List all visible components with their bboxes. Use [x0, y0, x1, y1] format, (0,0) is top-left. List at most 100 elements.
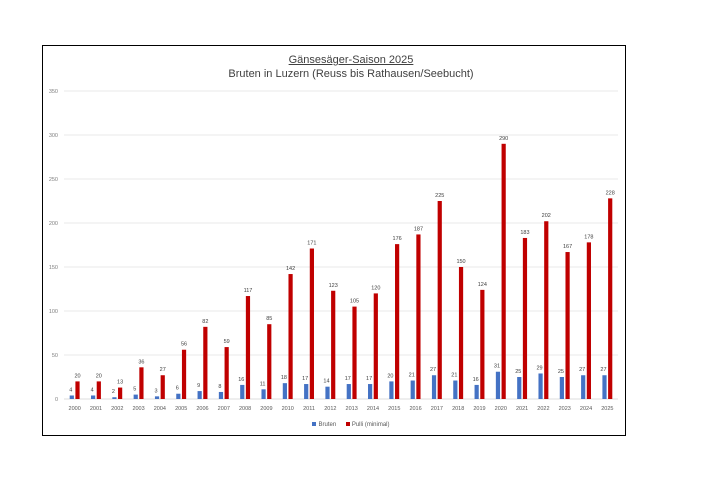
bar-bruten	[261, 389, 266, 399]
data-label: 59	[224, 339, 230, 345]
bar-bruten	[431, 375, 437, 399]
bar-bruten	[453, 380, 458, 399]
y-tick-label: 350	[49, 89, 58, 95]
x-tick-label: 2020	[495, 406, 507, 412]
bar-pulli	[245, 296, 251, 399]
bar-pulli	[395, 244, 400, 399]
bar-bruten	[581, 375, 586, 399]
x-tick-label: 2015	[388, 406, 400, 412]
bar-bruten	[517, 377, 522, 399]
legend-swatch-bruten	[312, 422, 317, 427]
bar-pulli	[331, 290, 336, 399]
data-label: 36	[138, 359, 144, 365]
bar-bruten	[368, 384, 373, 399]
bar-pulli	[501, 143, 506, 399]
bar-bruten	[495, 371, 501, 399]
bar-pulli	[267, 324, 272, 399]
data-label: 4	[91, 387, 94, 393]
x-tick-label: 2018	[452, 406, 464, 412]
x-tick-label: 2002	[111, 406, 123, 412]
bar-bruten	[154, 396, 160, 399]
bar-bruten	[176, 393, 181, 399]
x-tick-label: 2004	[154, 406, 166, 412]
x-tick-label: 2008	[239, 406, 251, 412]
x-tick-label: 2022	[537, 406, 549, 412]
data-label: 82	[202, 319, 208, 325]
data-label: 27	[600, 367, 606, 373]
bar-pulli	[181, 349, 187, 399]
y-tick-label: 200	[49, 221, 58, 227]
x-tick-label: 2025	[601, 406, 613, 412]
legend-label-bruten: Bruten	[318, 422, 337, 428]
legend-label-pulli: Pulli (minimal)	[351, 422, 390, 428]
bar-bruten	[346, 384, 351, 399]
data-label: 228	[606, 190, 615, 196]
data-label: 6	[176, 386, 179, 392]
data-label: 142	[286, 266, 295, 272]
x-tick-label: 2003	[132, 406, 144, 412]
bar-pulli	[522, 237, 528, 399]
data-label: 27	[160, 367, 166, 373]
data-label: 290	[499, 136, 508, 142]
data-label: 17	[302, 376, 308, 382]
x-tick-label: 2023	[559, 406, 571, 412]
data-label: 17	[366, 376, 372, 382]
data-label: 202	[542, 213, 551, 219]
bar-pulli	[544, 221, 549, 399]
data-label: 16	[238, 377, 244, 383]
data-label: 27	[430, 367, 436, 373]
bar-bruten	[325, 386, 330, 399]
data-label: 176	[393, 236, 402, 242]
x-tick-label: 2007	[218, 406, 230, 412]
bar-pulli	[96, 381, 101, 399]
bar-pulli	[608, 198, 613, 399]
bar-pulli	[416, 234, 421, 399]
bar-bruten	[69, 395, 74, 399]
data-label: 4	[69, 387, 72, 393]
x-tick-label: 2011	[303, 406, 315, 412]
y-tick-label: 100	[49, 309, 58, 315]
x-tick-label: 2006	[196, 406, 208, 412]
data-label: 150	[456, 259, 465, 265]
data-label: 225	[435, 193, 444, 199]
bar-bruten	[410, 380, 415, 399]
bar-pulli	[75, 381, 80, 399]
data-label: 20	[74, 373, 80, 379]
legend-item-bruten: Bruten	[312, 422, 336, 428]
data-label: 29	[537, 365, 543, 371]
x-tick-label: 2013	[346, 406, 358, 412]
bar-bruten	[197, 391, 202, 399]
data-label: 27	[579, 367, 585, 373]
bar-pulli	[309, 248, 314, 399]
data-label: 8	[218, 384, 221, 390]
data-label: 20	[96, 373, 102, 379]
legend-item-pulli: Pulli (minimal)	[345, 422, 390, 428]
x-tick-label: 2005	[175, 406, 187, 412]
x-tick-label: 2016	[409, 406, 421, 412]
y-tick-label: 300	[49, 133, 58, 139]
y-tick-label: 0	[55, 397, 58, 403]
chart-title: Gänsesäger-Saison 2025	[288, 54, 414, 66]
bar-pulli	[352, 306, 357, 399]
legend: Bruten Pulli (minimal)	[0, 422, 702, 428]
bar-pulli	[224, 347, 229, 399]
x-tick-label: 2000	[69, 406, 81, 412]
bar-bruten	[282, 383, 287, 399]
data-label: 21	[409, 373, 415, 379]
x-tick-label: 2024	[580, 406, 592, 412]
bar-bruten	[538, 373, 543, 399]
data-label: 20	[387, 373, 393, 379]
data-label: 14	[323, 379, 329, 385]
data-label: 17	[345, 376, 351, 382]
legend-swatch-pulli	[345, 422, 350, 427]
y-tick-label: 50	[52, 353, 58, 359]
data-label: 9	[197, 383, 200, 389]
data-label: 123	[329, 283, 338, 289]
bar-pulli	[373, 293, 378, 399]
bar-pulli	[203, 326, 208, 399]
bar-bruten	[91, 395, 96, 399]
data-label: 183	[520, 230, 529, 236]
bar-pulli	[565, 252, 570, 399]
data-label: 124	[478, 282, 487, 288]
chart-subtitle: Bruten in Luzern (Reuss bis Rathausen/Se…	[228, 68, 474, 80]
